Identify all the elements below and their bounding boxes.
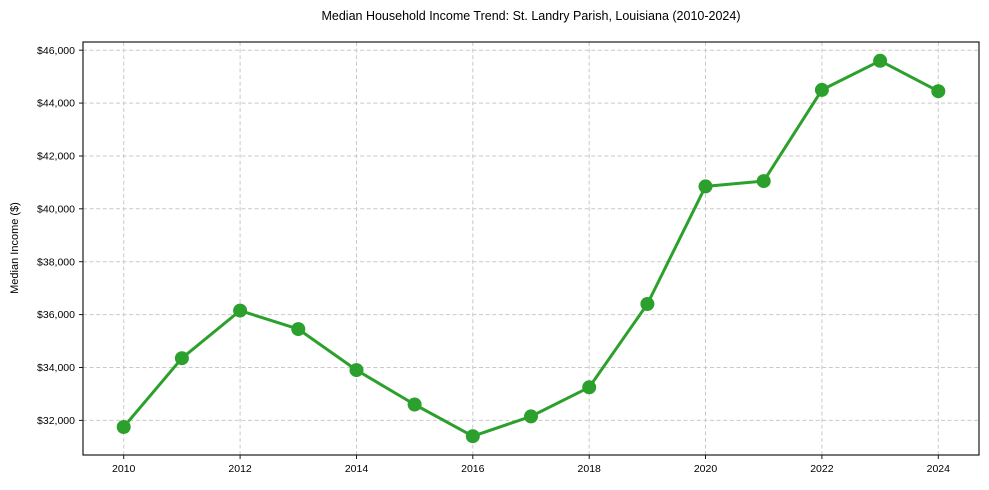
x-tick-label: 2014 [345, 463, 369, 475]
y-tick-label: $44,000 [37, 98, 75, 110]
chart-title: Median Household Income Trend: St. Landr… [321, 9, 741, 23]
x-tick-label: 2018 [578, 463, 602, 475]
data-point-2015 [407, 397, 422, 412]
x-tick-label: 2022 [810, 463, 834, 475]
y-tick-label: $34,000 [37, 362, 75, 374]
data-point-2024 [931, 84, 946, 99]
x-tick-label: 2024 [927, 463, 951, 475]
y-tick-label: $32,000 [37, 415, 75, 427]
data-point-2014 [349, 363, 364, 378]
income-trend-line [122, 59, 940, 438]
y-tick-label: $40,000 [37, 203, 75, 215]
data-point-2011 [174, 351, 189, 366]
data-point-2020 [698, 179, 713, 194]
y-tick-label: $42,000 [37, 151, 75, 163]
data-point-2012 [233, 303, 248, 318]
data-point-2017 [524, 409, 538, 424]
data-point-2013 [291, 322, 306, 337]
x-tick-label: 2012 [228, 463, 252, 475]
x-tick-label: 2020 [694, 463, 718, 475]
x-tick-label: 2010 [112, 463, 136, 475]
plot-border [82, 41, 980, 456]
y-tick-label: $38,000 [37, 256, 75, 268]
x-tick-label: 2016 [461, 463, 485, 475]
data-point-2010 [116, 420, 131, 434]
data-point-2018 [582, 380, 597, 395]
data-point-2019 [640, 297, 655, 311]
y-tick-label: $46,000 [37, 45, 75, 57]
data-point-2016 [465, 429, 480, 444]
y-tick-label: $36,000 [37, 309, 75, 321]
data-point-2022 [814, 82, 829, 97]
data-point-2021 [756, 174, 771, 189]
data-point-2023 [873, 53, 888, 68]
